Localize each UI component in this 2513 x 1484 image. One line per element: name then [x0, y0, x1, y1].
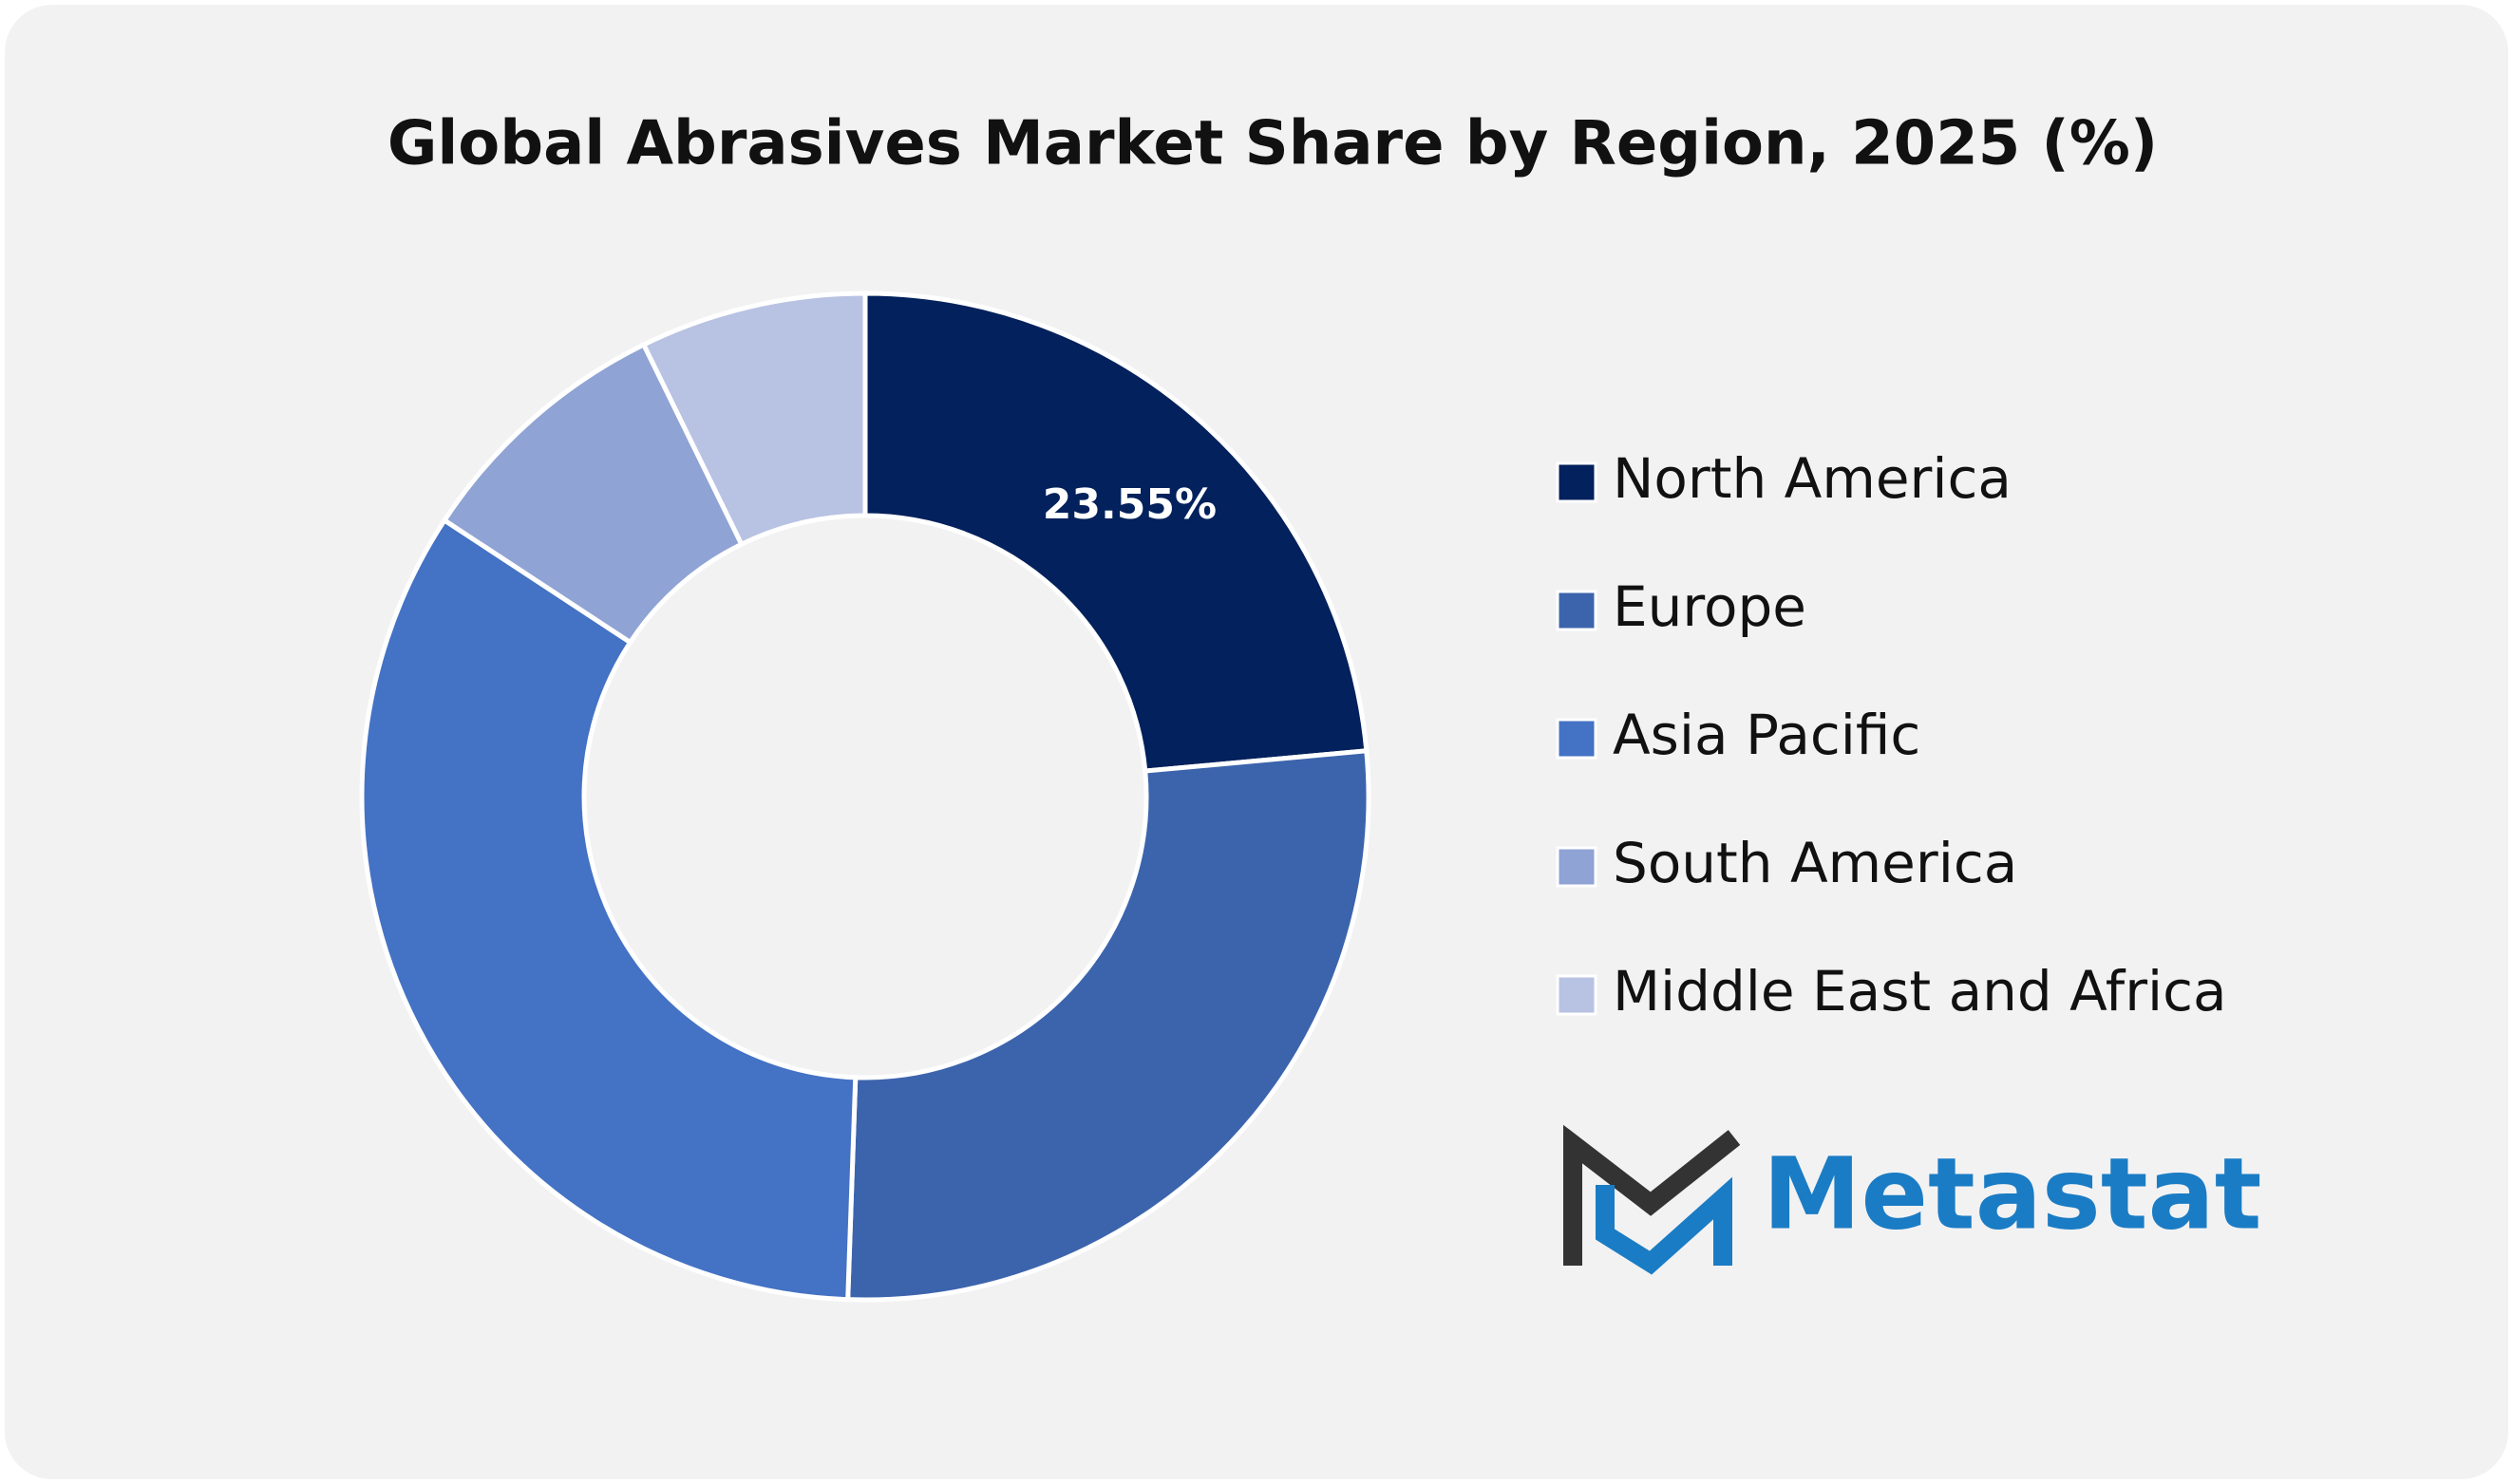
legend-swatch [1556, 974, 1597, 1016]
logo [1563, 1124, 1741, 1275]
legend-label: Middle East and Africa [1613, 959, 2227, 1024]
brand-name: Metastat [1763, 1136, 2261, 1251]
legend-label: Europe [1613, 574, 1806, 639]
slice [845, 748, 1371, 1303]
legend-label: South America [1613, 831, 2017, 895]
legend-label: Asia Pacific [1613, 703, 1920, 767]
legend-label: North America [1613, 446, 2012, 511]
legend-swatch [1556, 718, 1597, 760]
legend-swatch [1556, 846, 1597, 888]
logo-m-dark [1563, 1124, 1741, 1266]
chart-title: Global Abrasives Market Share by Region,… [387, 109, 2158, 179]
slice [862, 291, 1370, 774]
legend-swatch [1556, 590, 1597, 631]
legend-swatch [1556, 461, 1597, 503]
slice [640, 291, 868, 548]
value-label: 23.55% [1043, 480, 1217, 529]
logo-m-blue [1596, 1176, 1732, 1275]
slice [359, 517, 859, 1303]
